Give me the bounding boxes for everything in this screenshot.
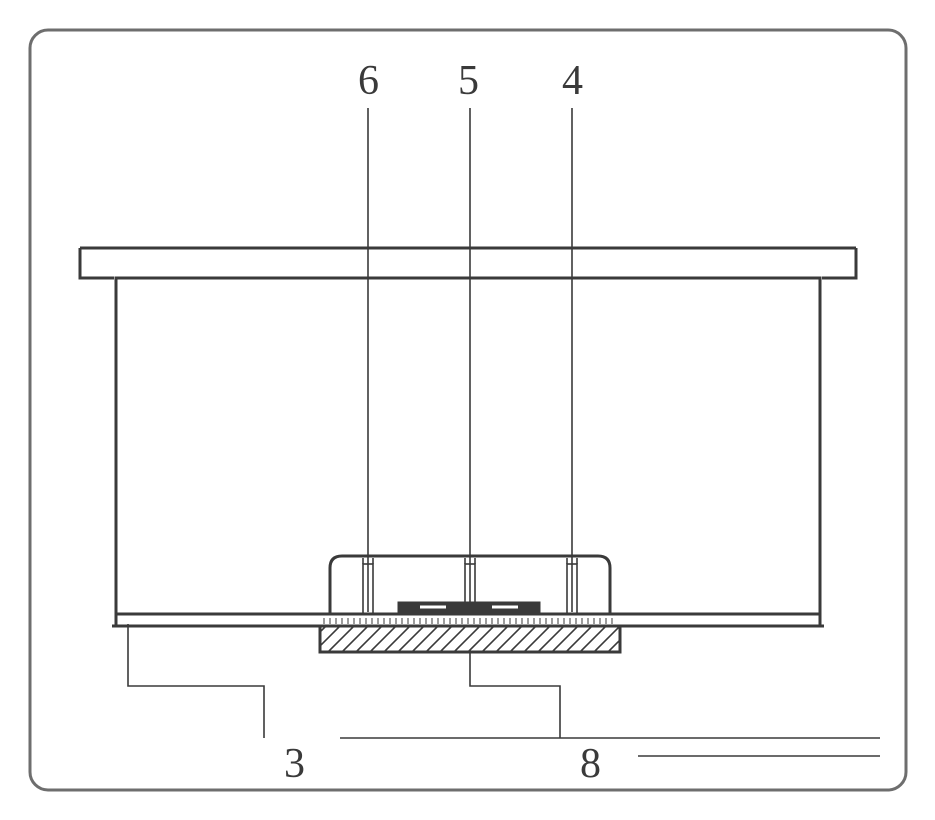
label-8: 8 [580,743,601,785]
outer-frame [30,30,906,790]
label-6: 6 [358,60,379,102]
tick-row [324,618,612,624]
leader-3 [128,624,264,738]
leader-8 [470,650,560,738]
label-5: 5 [458,60,479,102]
top-rail-lip-left [80,248,114,278]
cap-inner-bar [398,602,540,612]
label-4: 4 [562,60,583,102]
top-rail-lip-right [822,248,856,278]
label-3: 3 [284,743,305,785]
base-plate-hatch [300,626,662,652]
